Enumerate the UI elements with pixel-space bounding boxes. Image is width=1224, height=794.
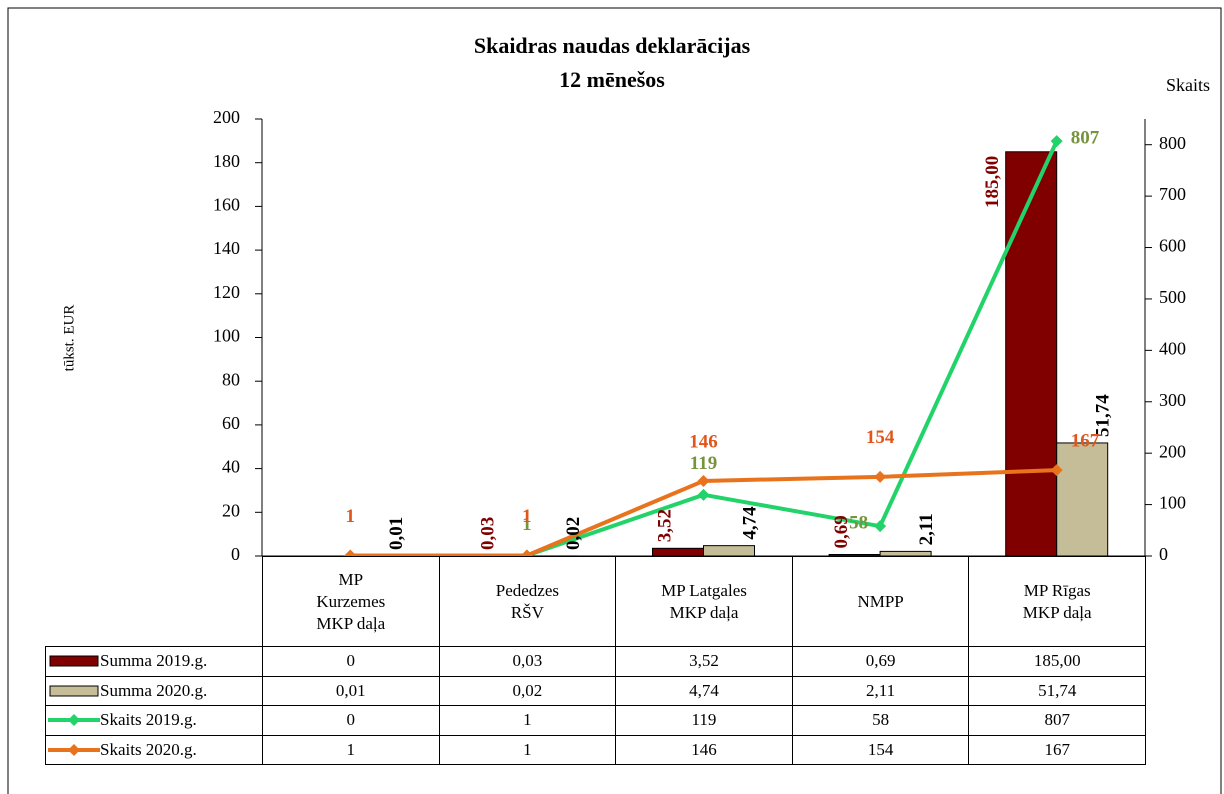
line-marker [697, 474, 710, 487]
y2-tick-label: 100 [1159, 493, 1186, 513]
bar-value-label: 0,03 [478, 517, 499, 550]
table-value: 2,11 [791, 675, 970, 706]
chart-title: Skaidras naudas deklarācijas [474, 33, 751, 58]
y-tick-label: 140 [213, 238, 240, 258]
y2-axis-label: Skaits [1166, 75, 1210, 95]
y-tick-label: 120 [213, 282, 240, 302]
legend-label: Skaits 2019.g. [100, 710, 197, 730]
y2-tick-label: 600 [1159, 236, 1186, 256]
legend-key [49, 685, 99, 697]
y2-tick-label: 0 [1159, 544, 1168, 564]
bar [1056, 442, 1109, 557]
line-marker [697, 488, 710, 501]
table-value: 0,69 [791, 646, 970, 677]
line-marker [874, 470, 887, 483]
line-marker [874, 520, 887, 533]
bar-value-label: 2,11 [916, 513, 937, 545]
table-value: 51,74 [968, 675, 1146, 706]
table-value: 119 [615, 705, 793, 736]
table-value: 1 [438, 734, 617, 765]
table-value: 1 [438, 705, 617, 736]
line-value-label: 1 [522, 506, 532, 527]
bar [1005, 151, 1058, 557]
bar-value-label: 4,74 [739, 506, 760, 540]
bar-value-label: 0,01 [386, 517, 407, 550]
y2-tick-label: 700 [1159, 184, 1186, 204]
legend-label: Summa 2020.g. [100, 680, 208, 700]
legend-key [48, 743, 100, 756]
table-value: 3,52 [615, 646, 793, 677]
y-tick-label: 20 [222, 500, 240, 520]
y-tick-label: 200 [213, 107, 240, 127]
chart-border [7, 7, 1222, 794]
line-marker [1050, 464, 1063, 477]
bar [879, 550, 932, 557]
legend-entry: Summa 2019.g. [45, 646, 263, 677]
bar-value-label: 51,74 [1093, 394, 1114, 437]
category-label: MP Kurzemes MKP daļa [262, 556, 440, 647]
legend-entry: Skaits 2020.g. [45, 734, 263, 765]
line-value-label: 167 [1071, 431, 1100, 452]
line-value-label: 58 [849, 513, 868, 534]
table-value: 0,03 [438, 646, 617, 677]
legend-marker [68, 743, 80, 756]
y-tick-label: 160 [213, 195, 240, 215]
table-value: 807 [968, 705, 1146, 736]
legend-marker [68, 714, 80, 727]
bar-value-label: 3,52 [654, 509, 675, 542]
line-value-label: 119 [690, 453, 717, 474]
line-value-label: 154 [866, 427, 895, 448]
bar-value-label: 185,00 [982, 156, 1003, 208]
legend-swatch [49, 655, 99, 667]
line-value-label: 146 [689, 431, 718, 452]
y2-tick-label: 300 [1159, 390, 1186, 410]
table-value: 4,74 [615, 675, 793, 706]
table-value: 0,02 [438, 675, 617, 706]
table-value: 146 [615, 734, 793, 765]
y-tick-label: 0 [231, 544, 240, 564]
table-value: 0 [262, 705, 440, 736]
legend-label: Skaits 2020.g. [100, 739, 197, 759]
table-value: 58 [791, 705, 970, 736]
bar [703, 545, 755, 557]
y2-tick-label: 500 [1159, 287, 1186, 307]
y-axis-label: tūkst. EUR [61, 305, 77, 372]
y-tick-label: 80 [222, 369, 240, 389]
table-value: 1 [262, 734, 440, 765]
table-value: 0,01 [262, 675, 440, 706]
legend-key [48, 714, 100, 727]
table-value: 154 [791, 734, 970, 765]
line-value-label: 1 [346, 506, 356, 527]
y2-tick-label: 200 [1159, 441, 1186, 461]
y-tick-label: 180 [213, 151, 240, 171]
legend-entry: Summa 2020.g. [45, 675, 263, 706]
category-label: Pededzes RŠV [438, 556, 617, 647]
bar-value-label: 0,02 [563, 517, 584, 550]
category-label: MP Rīgas MKP daļa [968, 556, 1146, 647]
legend-label: Summa 2019.g. [100, 651, 208, 671]
line-value-label: 1 [522, 514, 532, 535]
table-value: 0 [262, 646, 440, 677]
line-marker [1050, 135, 1063, 148]
legend-key [49, 655, 99, 667]
bar-value-label: 0,69 [831, 515, 852, 548]
bar [652, 547, 704, 557]
legend-swatch [49, 685, 99, 697]
category-label: NMPP [791, 556, 970, 647]
y2-tick-label: 800 [1159, 133, 1186, 153]
table-value: 185,00 [968, 646, 1146, 677]
chart-subtitle: 12 mēnešos [559, 67, 665, 92]
y-tick-label: 60 [222, 413, 240, 433]
y2-tick-label: 400 [1159, 338, 1186, 358]
y-tick-label: 100 [213, 326, 240, 346]
category-label: MP Latgales MKP daļa [615, 556, 793, 647]
table-value: 167 [968, 734, 1146, 765]
line-value-label: 807 [1071, 127, 1100, 148]
legend-entry: Skaits 2019.g. [45, 705, 263, 736]
y-tick-label: 40 [222, 457, 240, 477]
